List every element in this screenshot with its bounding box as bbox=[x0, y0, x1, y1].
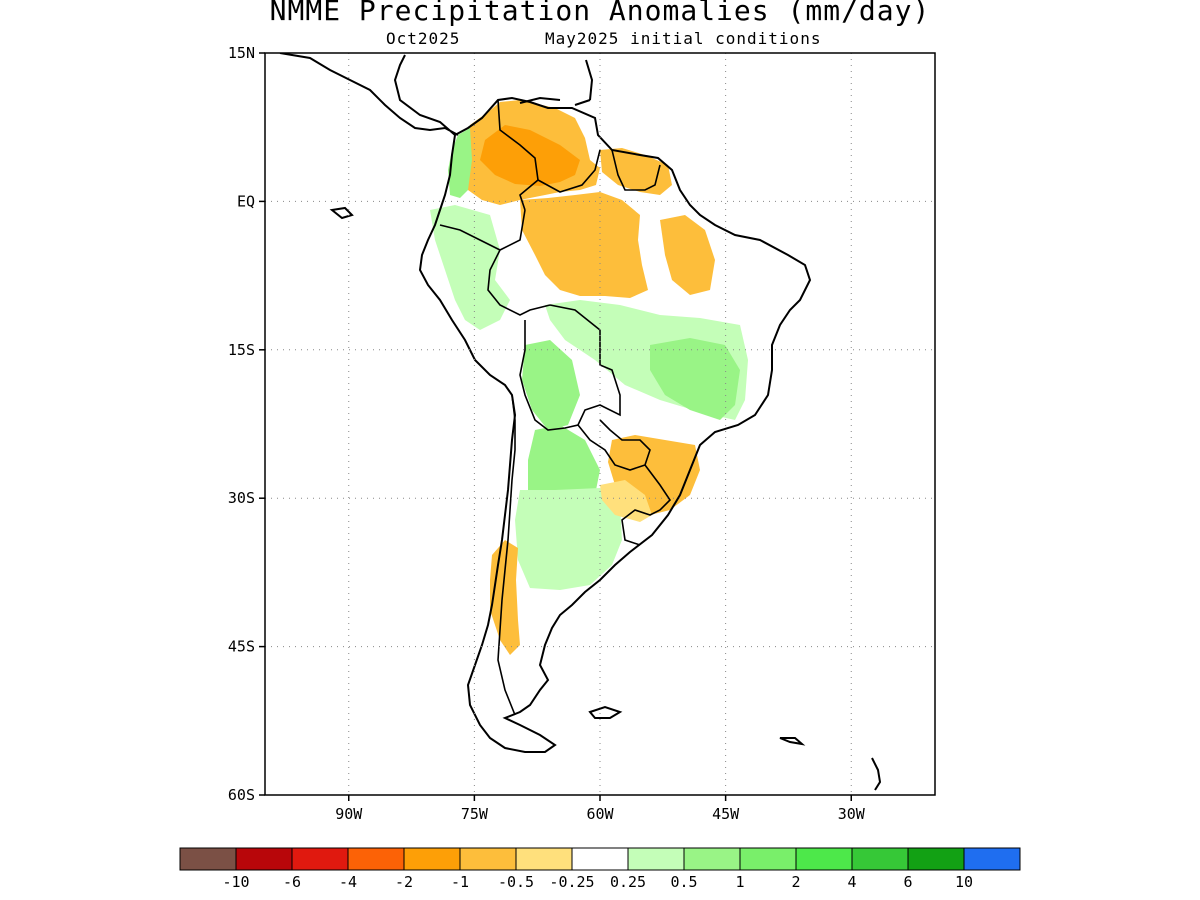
anomaly-region-ne-brazil-dry bbox=[660, 215, 715, 295]
sandwich-islands-coastline bbox=[871, 757, 882, 791]
lat-tick-label: EQ bbox=[237, 192, 255, 210]
colorbar-label: -6 bbox=[283, 873, 301, 891]
border-venezuela-brazil bbox=[537, 149, 601, 193]
anomaly-region-goias-minas-wet bbox=[650, 338, 740, 420]
map-title: NMME Precipitation Anomalies (mm/day) bbox=[269, 0, 931, 27]
colorbar-label: -0.25 bbox=[549, 873, 594, 891]
border-chile-argentina bbox=[497, 394, 516, 716]
border-argentina-brazil-uruguay bbox=[621, 464, 672, 546]
colorbar-swatch bbox=[179, 847, 237, 871]
falkland-islands-coastline bbox=[588, 705, 623, 719]
colorbar-swatch bbox=[739, 847, 797, 871]
colorbar-swatch bbox=[291, 847, 349, 871]
colorbar-swatch bbox=[963, 847, 1021, 871]
lon-tick-label: 60W bbox=[586, 805, 614, 823]
galapagos-coastline bbox=[329, 206, 354, 220]
anomaly-shading bbox=[430, 100, 748, 655]
colorbar-label: -2 bbox=[395, 873, 413, 891]
longitude-axis: 90W 75W 60W 45W 30W bbox=[335, 795, 866, 823]
anomaly-region-amazon-core-dry bbox=[480, 125, 580, 186]
colorbar-label: 6 bbox=[903, 873, 912, 891]
lat-tick-label: 45S bbox=[228, 638, 255, 656]
colorbar-label: 2 bbox=[791, 873, 800, 891]
colorbar-swatch bbox=[347, 847, 405, 871]
colorbar-swatch bbox=[571, 847, 629, 871]
colorbar-label: 0.5 bbox=[670, 873, 697, 891]
anomaly-region-bolivia-wet bbox=[522, 340, 580, 430]
anomaly-region-central-argentina-wet bbox=[515, 488, 622, 590]
anomaly-region-paraguay-argentina-wet bbox=[528, 425, 600, 505]
colorbar-swatch bbox=[907, 847, 965, 871]
anomaly-region-ecuador-peru-wet bbox=[430, 205, 510, 330]
coastlines bbox=[279, 53, 882, 791]
lon-tick-label: 45W bbox=[712, 805, 740, 823]
colorbar-label: 10 bbox=[955, 873, 973, 891]
anomaly-region-s-chile-dry bbox=[490, 540, 520, 655]
colorbar-label: 4 bbox=[847, 873, 856, 891]
latitude-axis: 15N EQ 15S 30S 45S 60S bbox=[228, 44, 265, 804]
graticule bbox=[265, 53, 935, 795]
central-america-coastline bbox=[279, 53, 459, 136]
colorbar-label: -0.5 bbox=[498, 873, 534, 891]
anomaly-region-amazon-dry bbox=[520, 192, 648, 298]
colorbar-swatch bbox=[795, 847, 853, 871]
south-america-coastline bbox=[418, 96, 812, 753]
border-ecuador-peru bbox=[439, 224, 501, 251]
lat-tick-label: 15S bbox=[228, 341, 255, 359]
colorbar-swatch bbox=[459, 847, 517, 871]
lat-tick-label: 60S bbox=[228, 786, 255, 804]
anomaly-region-guianas-dry bbox=[600, 148, 672, 195]
lat-tick-label: 15N bbox=[228, 44, 255, 62]
border-guianas bbox=[611, 149, 661, 191]
colorbar-swatch bbox=[235, 847, 293, 871]
subtitle-initial-conditions: May2025 initial conditions bbox=[545, 29, 822, 48]
colorbar-swatch bbox=[403, 847, 461, 871]
lon-tick-label: 90W bbox=[335, 805, 363, 823]
colorbar-label: -4 bbox=[339, 873, 357, 891]
south-georgia-coastline bbox=[779, 737, 806, 746]
colorbar-swatch bbox=[515, 847, 573, 871]
subtitle-month: Oct2025 bbox=[386, 29, 461, 48]
colorbar-swatch bbox=[851, 847, 909, 871]
colorbar-swatch bbox=[627, 847, 685, 871]
border-colombia-venezuela bbox=[497, 99, 539, 211]
caribbean-islands-coastline bbox=[519, 59, 594, 106]
colorbar-label: -1 bbox=[451, 873, 469, 891]
lat-tick-label: 30S bbox=[228, 489, 255, 507]
lon-tick-label: 30W bbox=[838, 805, 866, 823]
colorbar-label: 0.25 bbox=[610, 873, 646, 891]
lon-tick-label: 75W bbox=[461, 805, 489, 823]
colorbar: -10 -6 -4 -2 -1 -0.5 -0.25 0.25 0.5 1 2 4 6 10 bbox=[179, 847, 1021, 891]
colorbar-label: -10 bbox=[222, 873, 249, 891]
border-colombia-peru-brazil bbox=[487, 209, 551, 316]
colorbar-label: 1 bbox=[735, 873, 744, 891]
colorbar-swatch bbox=[683, 847, 741, 871]
